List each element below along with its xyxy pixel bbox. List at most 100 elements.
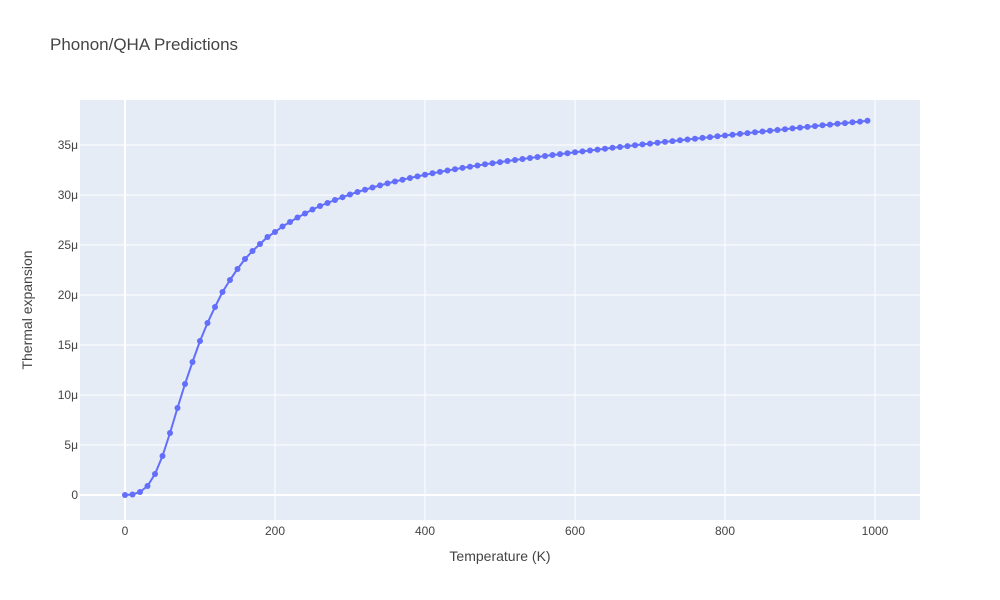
- data-point[interactable]: [729, 131, 736, 138]
- data-point[interactable]: [849, 119, 856, 126]
- data-point[interactable]: [699, 134, 706, 141]
- data-point[interactable]: [549, 152, 556, 158]
- data-point[interactable]: [737, 130, 743, 137]
- data-point[interactable]: [152, 471, 158, 477]
- data-point[interactable]: [654, 139, 661, 146]
- data-point[interactable]: [302, 210, 308, 217]
- data-point[interactable]: [489, 160, 496, 167]
- data-point[interactable]: [122, 492, 128, 498]
- data-point[interactable]: [842, 120, 848, 127]
- data-point[interactable]: [677, 137, 683, 144]
- data-point[interactable]: [812, 123, 818, 130]
- data-point[interactable]: [482, 161, 488, 168]
- data-point[interactable]: [227, 277, 233, 283]
- data-point[interactable]: [384, 180, 391, 187]
- data-point[interactable]: [444, 167, 451, 174]
- data-point[interactable]: [309, 206, 316, 213]
- data-point[interactable]: [624, 143, 631, 150]
- data-point[interactable]: [249, 248, 256, 254]
- data-point[interactable]: [414, 173, 421, 180]
- data-point[interactable]: [144, 483, 151, 489]
- data-point[interactable]: [197, 338, 203, 344]
- data-point[interactable]: [339, 194, 346, 201]
- data-point[interactable]: [534, 154, 541, 160]
- data-point[interactable]: [347, 191, 353, 198]
- data-point[interactable]: [174, 405, 181, 411]
- data-point[interactable]: [819, 122, 826, 129]
- data-point[interactable]: [684, 136, 691, 143]
- data-point[interactable]: [602, 145, 608, 152]
- data-point[interactable]: [632, 142, 638, 149]
- data-point[interactable]: [377, 182, 383, 189]
- data-point[interactable]: [714, 133, 721, 140]
- data-point[interactable]: [647, 140, 653, 147]
- data-point[interactable]: [129, 491, 136, 498]
- data-point[interactable]: [422, 171, 428, 178]
- data-point[interactable]: [159, 453, 166, 459]
- data-point[interactable]: [797, 124, 803, 131]
- data-point[interactable]: [219, 289, 226, 295]
- data-point[interactable]: [204, 320, 211, 326]
- data-point[interactable]: [497, 159, 503, 166]
- data-point[interactable]: [782, 126, 788, 133]
- data-point[interactable]: [572, 149, 578, 156]
- data-point[interactable]: [594, 146, 601, 153]
- data-point[interactable]: [564, 150, 571, 157]
- data-point[interactable]: [137, 489, 143, 495]
- data-point[interactable]: [429, 170, 436, 177]
- data-point[interactable]: [864, 117, 871, 124]
- data-point[interactable]: [167, 430, 173, 436]
- data-point[interactable]: [722, 132, 728, 139]
- data-point[interactable]: [504, 158, 511, 164]
- data-point[interactable]: [212, 304, 218, 310]
- data-point[interactable]: [609, 144, 616, 151]
- data-point[interactable]: [392, 178, 398, 185]
- data-point[interactable]: [459, 164, 466, 171]
- data-point[interactable]: [189, 359, 196, 365]
- data-point[interactable]: [264, 234, 271, 240]
- data-point[interactable]: [617, 144, 623, 150]
- data-point[interactable]: [257, 241, 263, 247]
- data-point[interactable]: [369, 184, 376, 191]
- data-point[interactable]: [579, 148, 586, 155]
- data-point[interactable]: [272, 229, 278, 235]
- data-point[interactable]: [752, 129, 758, 136]
- data-point[interactable]: [354, 189, 361, 195]
- data-point[interactable]: [767, 127, 773, 134]
- data-point[interactable]: [399, 176, 406, 183]
- data-point[interactable]: [639, 141, 646, 148]
- data-point[interactable]: [804, 123, 811, 130]
- data-point[interactable]: [527, 155, 533, 161]
- data-point[interactable]: [317, 203, 323, 209]
- data-point[interactable]: [324, 200, 331, 206]
- data-point[interactable]: [474, 162, 481, 169]
- data-point[interactable]: [789, 125, 796, 132]
- data-point[interactable]: [294, 214, 301, 221]
- data-point[interactable]: [542, 153, 548, 159]
- data-point[interactable]: [759, 128, 766, 135]
- data-point[interactable]: [557, 151, 563, 158]
- data-point[interactable]: [744, 130, 751, 137]
- data-point[interactable]: [662, 138, 668, 145]
- data-point[interactable]: [182, 381, 188, 387]
- data-point[interactable]: [437, 168, 443, 175]
- data-point[interactable]: [774, 127, 781, 133]
- data-point[interactable]: [467, 163, 473, 170]
- data-point[interactable]: [332, 197, 338, 203]
- data-point[interactable]: [279, 223, 286, 230]
- data-point[interactable]: [834, 120, 841, 127]
- data-point[interactable]: [512, 157, 518, 163]
- data-point[interactable]: [234, 266, 241, 272]
- data-point[interactable]: [587, 147, 593, 154]
- data-point[interactable]: [857, 118, 863, 125]
- data-point[interactable]: [287, 219, 293, 225]
- data-point[interactable]: [519, 156, 526, 162]
- data-point[interactable]: [362, 186, 368, 193]
- data-point[interactable]: [707, 134, 713, 141]
- data-point[interactable]: [452, 166, 458, 173]
- data-point[interactable]: [827, 121, 833, 128]
- data-point[interactable]: [407, 175, 413, 181]
- data-point[interactable]: [669, 138, 676, 145]
- data-point[interactable]: [242, 256, 248, 262]
- data-point[interactable]: [692, 135, 698, 142]
